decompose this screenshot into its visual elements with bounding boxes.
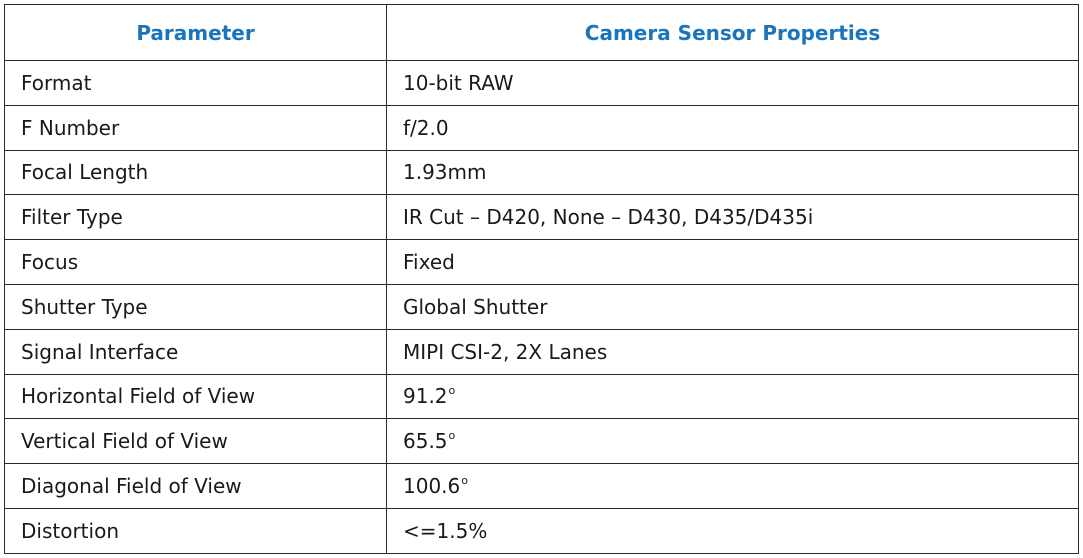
table-row: Horizontal Field of View 91.2o — [4, 373, 1079, 420]
parameter-cell: Vertical Field of View — [4, 418, 387, 465]
table-row: F Number f/2.0 — [4, 104, 1079, 151]
value-cell: 10-bit RAW — [386, 60, 1079, 106]
value-text: 65.5 — [403, 429, 448, 454]
parameter-cell: Horizontal Field of View — [4, 373, 387, 420]
degree-unit: o — [448, 384, 456, 398]
camera-sensor-properties-table-container: Parameter Camera Sensor Properties Forma… — [4, 4, 1079, 554]
table-row: Distortion <=1.5% — [4, 507, 1079, 554]
table-row: Signal Interface MIPI CSI-2, 2X Lanes — [4, 328, 1079, 375]
value-cell: 65.5o — [386, 418, 1079, 465]
value-cell: <=1.5% — [386, 507, 1079, 554]
header-camera-sensor-properties: Camera Sensor Properties — [386, 4, 1079, 61]
value-cell: 1.93mm — [386, 149, 1079, 196]
value-text: 91.2 — [403, 384, 448, 409]
table-row: Shutter Type Global Shutter — [4, 283, 1079, 330]
table-row: Filter Type IR Cut – D420, None – D430, … — [4, 194, 1079, 241]
camera-sensor-properties-table: Parameter Camera Sensor Properties Forma… — [4, 4, 1079, 554]
parameter-cell: Focus — [4, 239, 387, 285]
table-row: Focus Fixed — [4, 239, 1079, 285]
table-row: Format 10-bit RAW — [4, 60, 1079, 106]
parameter-cell: Distortion — [4, 507, 387, 554]
value-cell: IR Cut – D420, None – D430, D435/D435i — [386, 194, 1079, 241]
table-row: Focal Length 1.93mm — [4, 149, 1079, 196]
value-cell: 91.2o — [386, 373, 1079, 420]
parameter-cell: Diagonal Field of View — [4, 463, 387, 509]
parameter-cell: Filter Type — [4, 194, 387, 241]
parameter-cell: F Number — [4, 104, 387, 151]
value-cell: MIPI CSI-2, 2X Lanes — [386, 328, 1079, 375]
parameter-cell: Format — [4, 60, 387, 106]
value-cell: Global Shutter — [386, 283, 1079, 330]
header-parameter: Parameter — [4, 4, 387, 61]
value-text: 100.6 — [403, 474, 461, 499]
value-cell: f/2.0 — [386, 104, 1079, 151]
parameter-cell: Signal Interface — [4, 328, 387, 375]
table-row: Diagonal Field of View 100.6o — [4, 463, 1079, 509]
parameter-cell: Focal Length — [4, 149, 387, 196]
parameter-cell: Shutter Type — [4, 283, 387, 330]
value-cell: Fixed — [386, 239, 1079, 285]
table-row: Vertical Field of View 65.5o — [4, 418, 1079, 465]
degree-unit: o — [461, 474, 468, 488]
degree-unit: o — [448, 429, 456, 443]
table-header-row: Parameter Camera Sensor Properties — [4, 4, 1079, 61]
value-cell: 100.6o — [386, 463, 1079, 509]
